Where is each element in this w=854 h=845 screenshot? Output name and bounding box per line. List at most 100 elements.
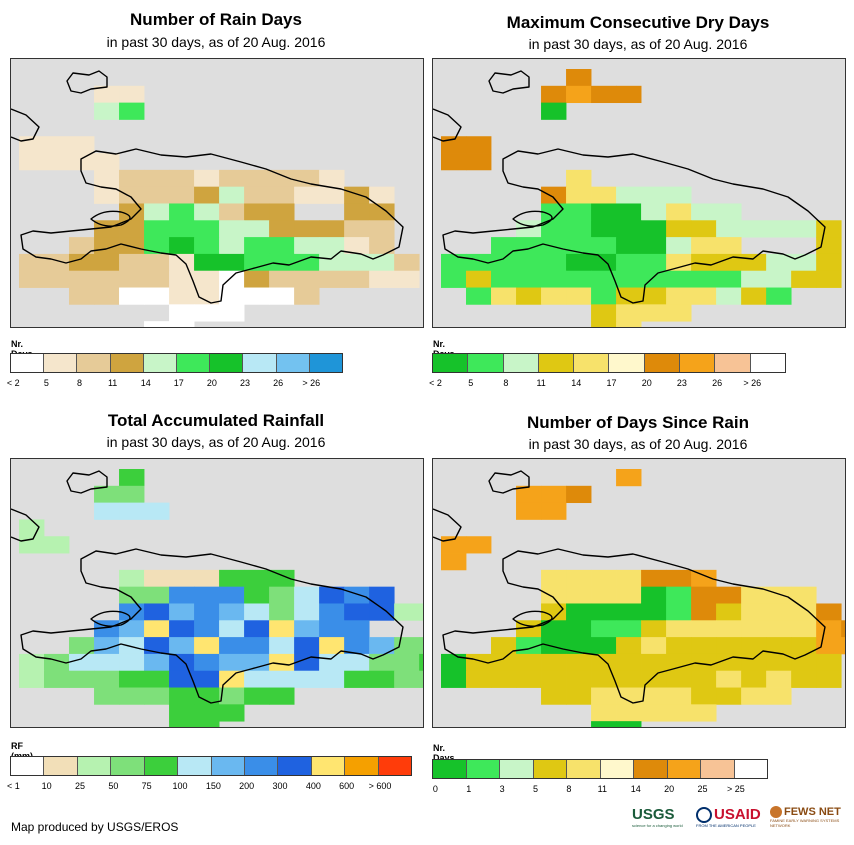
grid-cell — [716, 687, 742, 705]
legend-swatch — [144, 757, 179, 775]
grid-cell — [466, 136, 492, 154]
legend-label: 5 — [468, 378, 474, 388]
panel-subtitle: in past 30 days, as of 20 Aug. 2016 — [106, 34, 326, 50]
legend-label: 17 — [173, 378, 184, 388]
legend-label: > 25 — [727, 784, 745, 794]
grid-cell — [591, 653, 617, 672]
grid-cell — [566, 653, 592, 672]
usgs-logo: USGS science for a changing world — [632, 806, 683, 828]
grid-cell — [641, 637, 667, 655]
grid-cell — [666, 653, 692, 672]
grid-cell — [269, 169, 295, 188]
legend-label: 1 — [466, 784, 472, 794]
grid-cell — [616, 220, 642, 238]
grid-cell — [441, 653, 467, 672]
grid-cell — [69, 270, 95, 288]
grid-cell — [219, 704, 245, 722]
grid-cell — [119, 637, 145, 655]
grid-cell — [691, 237, 717, 255]
grid-cell — [69, 136, 95, 154]
grid-cell — [641, 253, 667, 272]
grid-cell — [616, 653, 642, 672]
grid-cell — [816, 253, 842, 272]
grid-cell — [766, 687, 792, 705]
grid-cell — [591, 721, 617, 727]
grid-cell — [641, 203, 667, 221]
grid-cell — [194, 653, 220, 672]
grid-cell — [194, 237, 220, 255]
map-dry-days — [432, 58, 846, 328]
grid-cell — [294, 620, 320, 638]
grid-cell — [766, 220, 792, 238]
grid-cell — [169, 253, 195, 272]
legend-label: 14 — [571, 378, 582, 388]
coastline-hispaniola — [442, 548, 826, 704]
grid-cell — [766, 287, 792, 305]
grid-cell — [169, 220, 195, 238]
legend-labels: 0 1 3 5 8 11 14 20 25 > 25 — [432, 784, 766, 796]
legend-swatch — [244, 757, 279, 775]
grid-cell — [294, 603, 320, 621]
logos-strip: USGS science for a changing world USAID … — [632, 806, 844, 836]
grid-cell — [766, 603, 792, 621]
grid-cell — [791, 586, 817, 604]
grid-cell — [641, 287, 667, 305]
map-rain-days — [10, 58, 424, 328]
grid-cell — [294, 586, 320, 604]
legend-label: 75 — [141, 781, 152, 791]
coastline-cuba — [433, 508, 462, 542]
grid-cell — [94, 670, 120, 688]
grid-cell — [491, 637, 517, 655]
grid-cell — [169, 169, 195, 188]
grid-cell — [169, 186, 195, 204]
legend-swatch — [634, 760, 668, 778]
grid-cell — [319, 270, 345, 288]
legend-label: 10 — [41, 781, 52, 791]
grid-cell — [44, 270, 70, 288]
grid-cell — [591, 287, 617, 305]
grid-cell — [194, 253, 220, 272]
grid-cell — [591, 670, 617, 688]
grid-cell — [541, 203, 567, 221]
grid-cell — [319, 169, 345, 188]
grid-cell — [269, 620, 295, 638]
legend-swatch — [243, 354, 277, 372]
grid-cell — [666, 569, 692, 588]
grid-cell — [169, 321, 195, 327]
grid-cell — [441, 253, 467, 272]
grid-cell — [244, 687, 270, 705]
grid-cell — [219, 687, 245, 705]
grid-cell — [344, 637, 370, 655]
grid-cell — [144, 653, 170, 672]
grid-cell — [566, 203, 592, 221]
grid-cell — [244, 569, 270, 588]
grid-cell — [169, 270, 195, 288]
grid-cell — [816, 653, 842, 672]
grid-cell — [666, 620, 692, 638]
grid-cell — [716, 203, 742, 221]
grid-cell — [541, 603, 567, 621]
grid-cell — [566, 169, 592, 188]
grid-cell — [541, 687, 567, 705]
grid-cell — [541, 586, 567, 604]
grid-cell — [344, 237, 370, 255]
grid-cell — [194, 721, 220, 727]
panel-subtitle: in past 30 days, as of 20 Aug. 2016 — [106, 434, 326, 450]
legend-swatch — [734, 760, 767, 778]
grid-cell — [194, 287, 220, 305]
grid-cell — [194, 304, 220, 322]
grid-cell — [369, 653, 395, 672]
legend-color-bar — [10, 353, 343, 373]
grid-cell — [369, 220, 395, 238]
grid-cell — [369, 637, 395, 655]
grid-cell — [741, 220, 767, 238]
grid-cell — [591, 203, 617, 221]
grid-cell — [516, 253, 542, 272]
grid-cell — [244, 237, 270, 255]
grid-cell — [319, 237, 345, 255]
grid-cell — [641, 653, 667, 672]
legend-swatch — [177, 354, 211, 372]
grid-cell — [294, 220, 320, 238]
legend-swatch — [11, 757, 45, 775]
grid-cell — [566, 485, 592, 504]
